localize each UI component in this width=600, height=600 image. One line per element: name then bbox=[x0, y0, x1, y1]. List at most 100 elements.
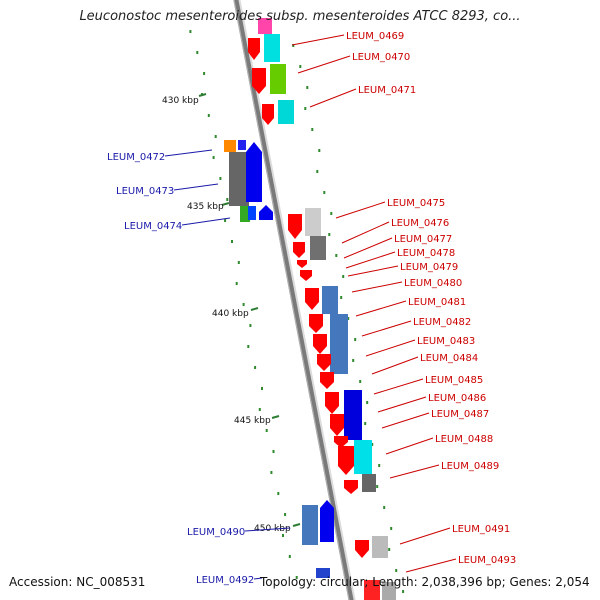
gc-dot bbox=[265, 429, 268, 432]
gene-arrow-0484 bbox=[320, 372, 334, 389]
gene-leader-line bbox=[377, 396, 427, 413]
feature-bar bbox=[372, 536, 388, 558]
gc-dot bbox=[284, 513, 287, 516]
gene-label-leum-0487[interactable]: LEUM_0487 bbox=[431, 409, 489, 420]
gene-label-leum-0490[interactable]: LEUM_0490 bbox=[187, 527, 245, 538]
gene-arrow-0487 bbox=[334, 436, 348, 448]
gc-dot bbox=[261, 387, 263, 390]
gc-dot bbox=[354, 338, 357, 341]
gene-label-leum-0476[interactable]: LEUM_0476 bbox=[391, 218, 449, 229]
genome-summary: Topology: circular; Length: 2,038,396 bp… bbox=[260, 575, 590, 589]
gc-dot bbox=[342, 275, 345, 278]
gc-dot bbox=[212, 156, 215, 159]
feature-bar bbox=[305, 208, 321, 236]
feature-bar bbox=[364, 580, 380, 600]
tick-mark-435 bbox=[221, 202, 230, 206]
gene-arrow-0483 bbox=[317, 354, 331, 371]
gc-dot bbox=[292, 44, 295, 47]
gc-dot bbox=[359, 380, 362, 383]
gc-dot bbox=[364, 422, 367, 425]
tick-label-445: 445 kbp bbox=[234, 416, 271, 426]
gc-dot bbox=[390, 527, 393, 530]
gc-dot bbox=[340, 296, 343, 299]
gc-dot bbox=[219, 177, 222, 180]
tick-mark-430 bbox=[198, 93, 207, 97]
gene-label-leum-0488[interactable]: LEUM_0488 bbox=[435, 434, 493, 445]
gc-dot bbox=[311, 128, 314, 131]
gene-arrow-0476 bbox=[293, 242, 305, 258]
gc-dot bbox=[258, 408, 261, 411]
gene-label-leum-0472[interactable]: LEUM_0472 bbox=[107, 152, 165, 163]
feature-bar bbox=[258, 18, 272, 34]
tick-label-435: 435 kbp bbox=[187, 202, 224, 212]
gene-leader-line bbox=[244, 527, 291, 532]
gene-arrow-0491 bbox=[355, 540, 369, 558]
gene-leader-line bbox=[309, 88, 357, 108]
gc-dot bbox=[316, 170, 319, 173]
gene-label-leum-0492[interactable]: LEUM_0492 bbox=[196, 575, 254, 586]
gene-arrow-0469 bbox=[248, 38, 260, 60]
gene-label-leum-0470[interactable]: LEUM_0470 bbox=[352, 52, 410, 63]
feature-bar bbox=[382, 582, 396, 600]
gc-dot bbox=[299, 65, 302, 68]
gene-label-leum-0473[interactable]: LEUM_0473 bbox=[116, 186, 174, 197]
backbone bbox=[233, 0, 356, 600]
gc-skew-dots-right bbox=[292, 44, 405, 593]
gene-leader-line bbox=[253, 577, 263, 580]
gc-dot bbox=[189, 30, 192, 33]
gene-leader-line bbox=[355, 300, 407, 317]
gene-label-leum-0491[interactable]: LEUM_0491 bbox=[452, 524, 510, 535]
gene-label-leum-0483[interactable]: LEUM_0483 bbox=[417, 336, 475, 347]
gene-arrow-0475 bbox=[288, 214, 302, 239]
gene-leader-line bbox=[361, 320, 412, 337]
gene-leader-line bbox=[351, 281, 403, 293]
gene-label-leum-0474[interactable]: LEUM_0474 bbox=[124, 221, 182, 232]
gene-label-leum-0481[interactable]: LEUM_0481 bbox=[408, 297, 466, 308]
tick-mark-440 bbox=[250, 307, 259, 311]
gene-leader-line bbox=[335, 201, 386, 219]
gene-arrow-0480 bbox=[305, 288, 319, 310]
gc-dot bbox=[270, 471, 273, 474]
gene-label-leum-0486[interactable]: LEUM_0486 bbox=[428, 393, 486, 404]
gc-dot bbox=[328, 233, 331, 236]
feature-bar bbox=[270, 64, 286, 94]
gene-leader-line bbox=[181, 217, 231, 226]
gene-arrow-0470 bbox=[252, 68, 266, 94]
gene-arrow-0481 bbox=[309, 314, 323, 333]
gene-label-leum-0489[interactable]: LEUM_0489 bbox=[441, 461, 499, 472]
gc-dot bbox=[249, 324, 252, 327]
gene-leader-line bbox=[373, 378, 424, 395]
gc-dot bbox=[388, 548, 391, 551]
feature-bar bbox=[248, 206, 256, 220]
gc-dot bbox=[196, 51, 199, 54]
feature-bar bbox=[240, 206, 250, 222]
feature-bar bbox=[238, 140, 246, 150]
gc-dot bbox=[402, 590, 405, 593]
gene-label-leum-0475[interactable]: LEUM_0475 bbox=[387, 198, 445, 209]
gene-arrow-0485 bbox=[325, 392, 339, 414]
gc-dot bbox=[226, 198, 229, 201]
gene-arrow-0486 bbox=[330, 414, 344, 436]
gene-arrow-0489 bbox=[344, 480, 358, 494]
gene-label-leum-0477[interactable]: LEUM_0477 bbox=[394, 234, 452, 245]
gc-dot bbox=[277, 492, 280, 495]
gene-label-leum-0482[interactable]: LEUM_0482 bbox=[413, 317, 471, 328]
gene-arrow-0488 bbox=[338, 446, 354, 475]
gc-dot bbox=[242, 303, 245, 306]
gene-arrow-0474 bbox=[259, 205, 273, 220]
gene-label-leum-0484[interactable]: LEUM_0484 bbox=[420, 353, 478, 364]
gene-label-leum-0485[interactable]: LEUM_0485 bbox=[425, 375, 483, 386]
gene-label-leum-0469[interactable]: LEUM_0469 bbox=[346, 31, 404, 42]
gene-label-leum-0493[interactable]: LEUM_0493 bbox=[458, 555, 516, 566]
gc-dot bbox=[366, 401, 369, 404]
gene-label-leum-0478[interactable]: LEUM_0478 bbox=[397, 248, 455, 259]
gene-leader-line bbox=[347, 265, 399, 277]
gene-leader-line bbox=[405, 558, 457, 573]
gene-label-leum-0479[interactable]: LEUM_0479 bbox=[400, 262, 458, 273]
gene-label-leum-0471[interactable]: LEUM_0471 bbox=[358, 85, 416, 96]
gene-label-leum-0480[interactable]: LEUM_0480 bbox=[404, 278, 462, 289]
feature-bar bbox=[322, 286, 338, 314]
gene-leader-line bbox=[381, 412, 430, 429]
feature-bar bbox=[362, 474, 376, 492]
